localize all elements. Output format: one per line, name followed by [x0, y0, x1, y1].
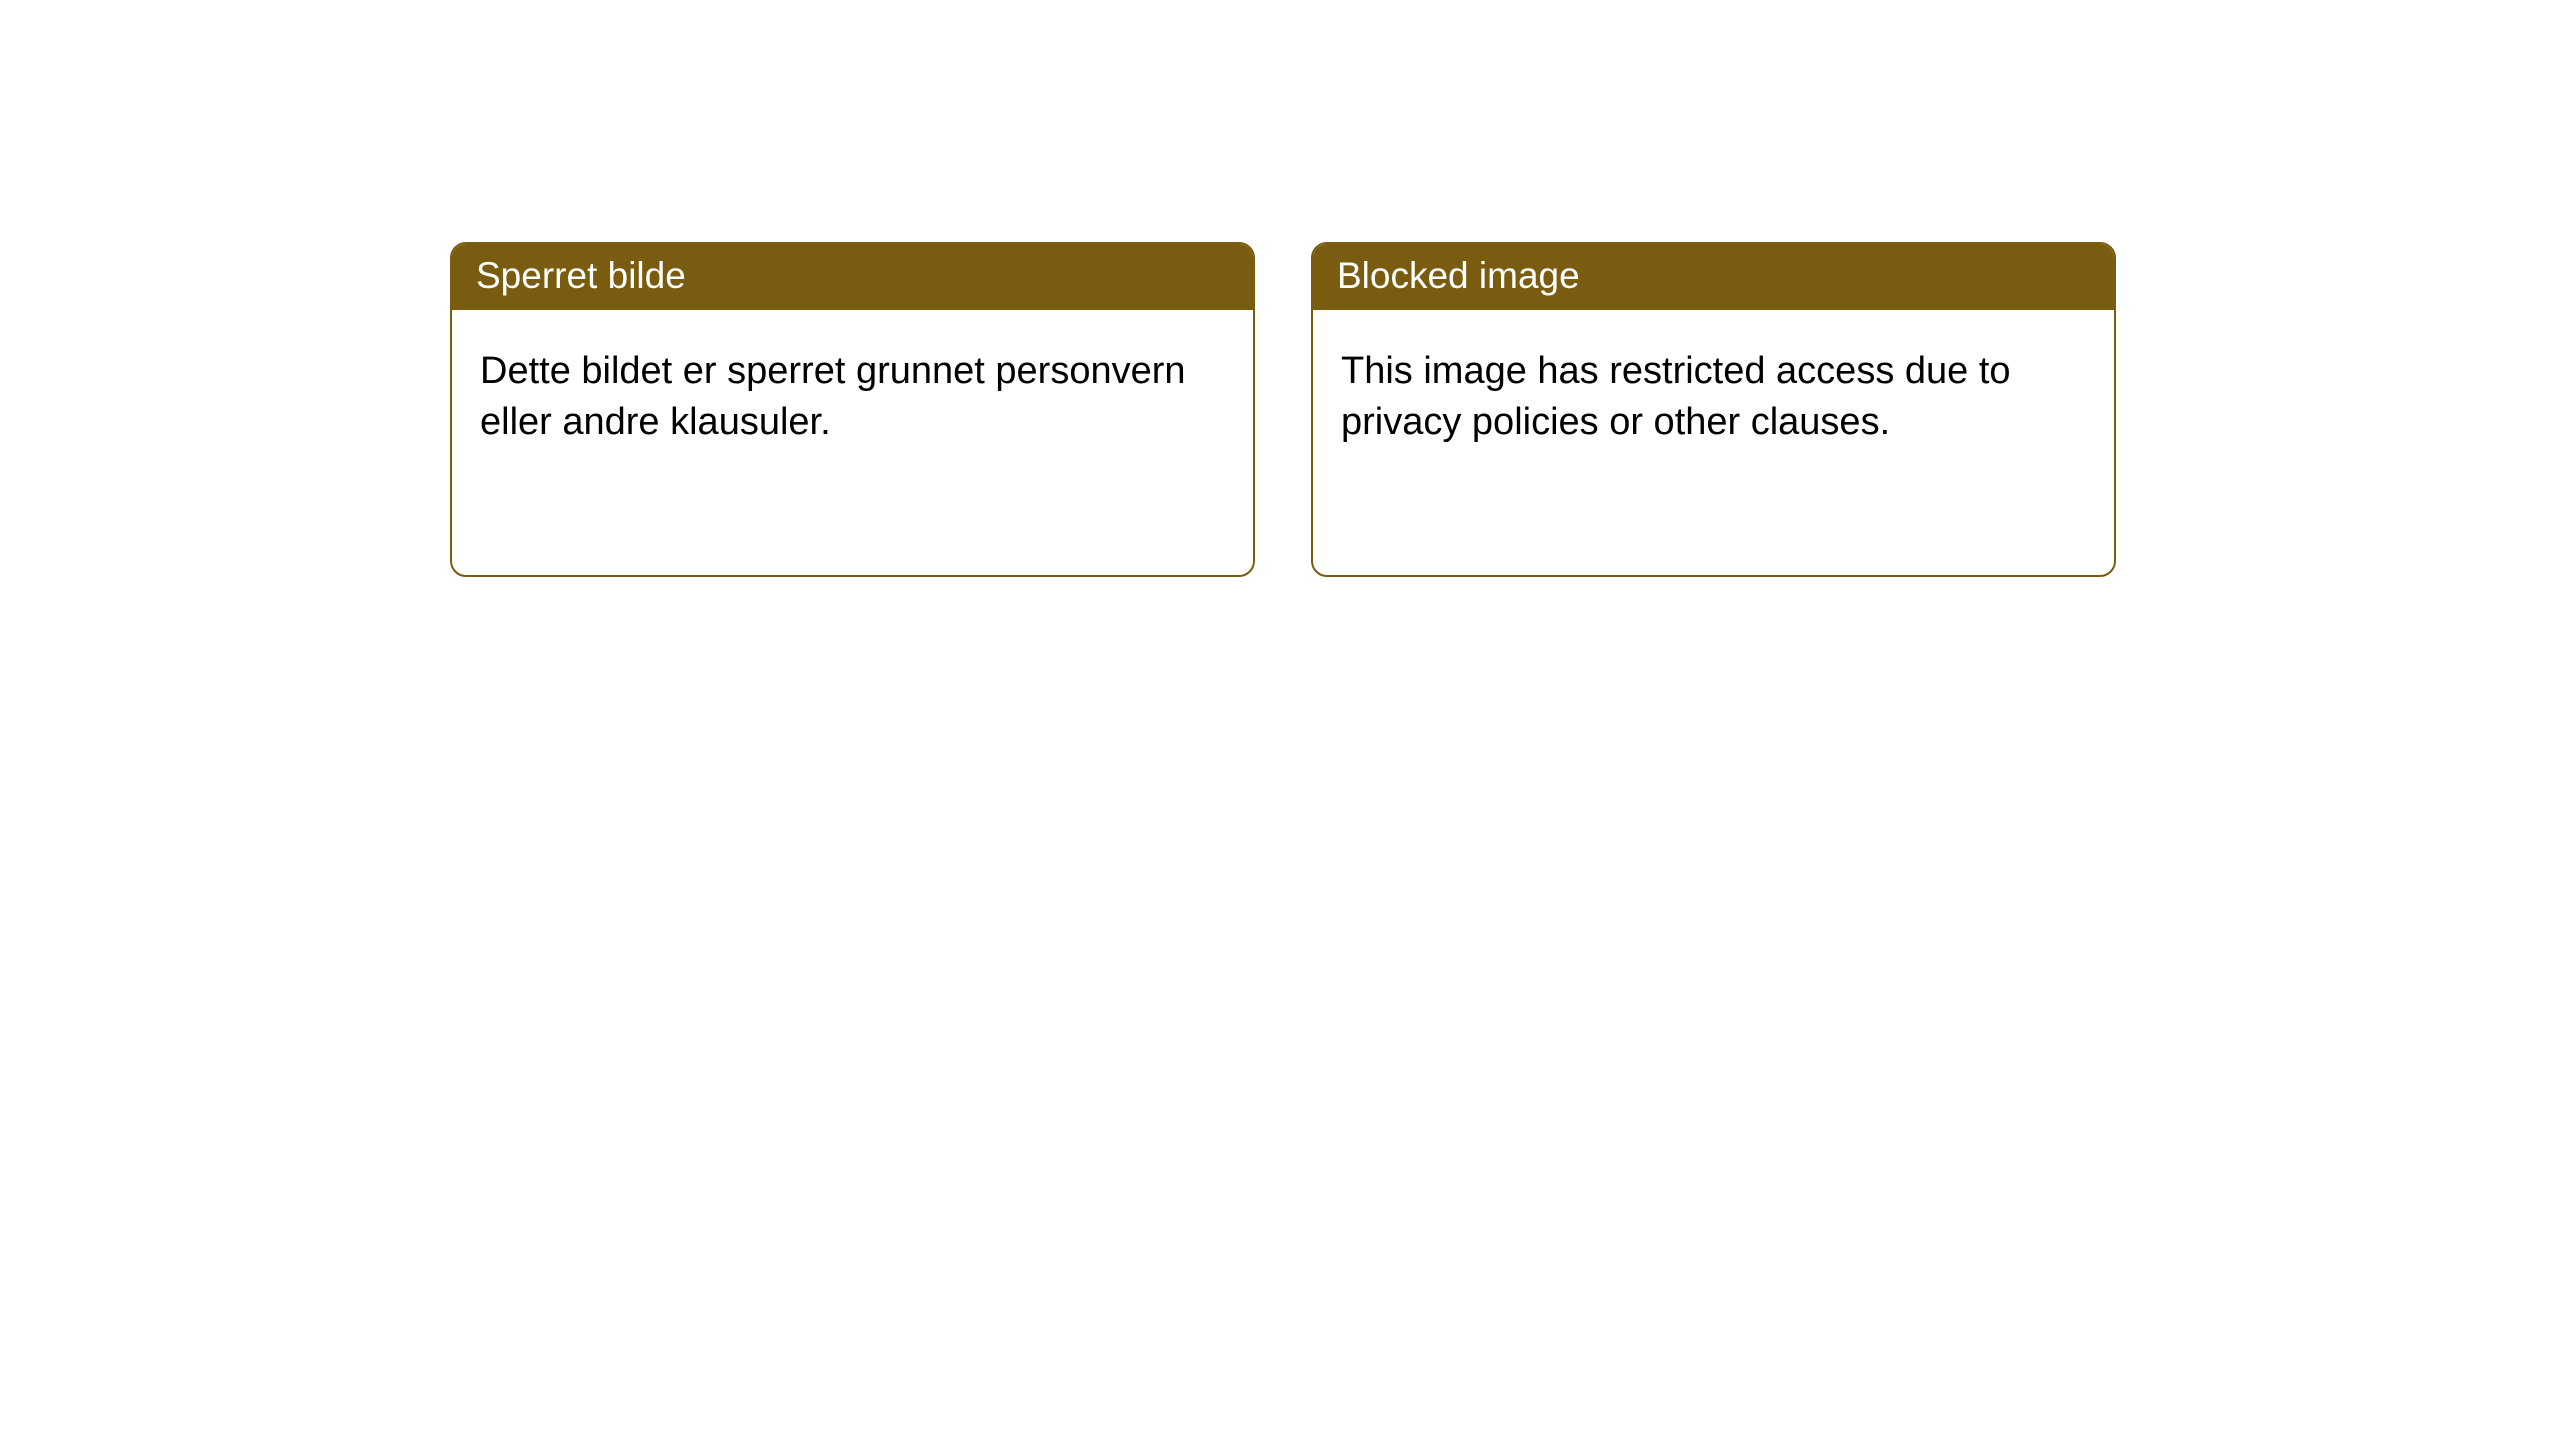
notice-title-norwegian: Sperret bilde — [452, 244, 1253, 310]
notice-body-english: This image has restricted access due to … — [1313, 310, 2114, 477]
notice-container: Sperret bilde Dette bildet er sperret gr… — [0, 0, 2560, 577]
notice-title-english: Blocked image — [1313, 244, 2114, 310]
notice-body-norwegian: Dette bildet er sperret grunnet personve… — [452, 310, 1253, 477]
notice-box-english: Blocked image This image has restricted … — [1311, 242, 2116, 577]
notice-box-norwegian: Sperret bilde Dette bildet er sperret gr… — [450, 242, 1255, 577]
